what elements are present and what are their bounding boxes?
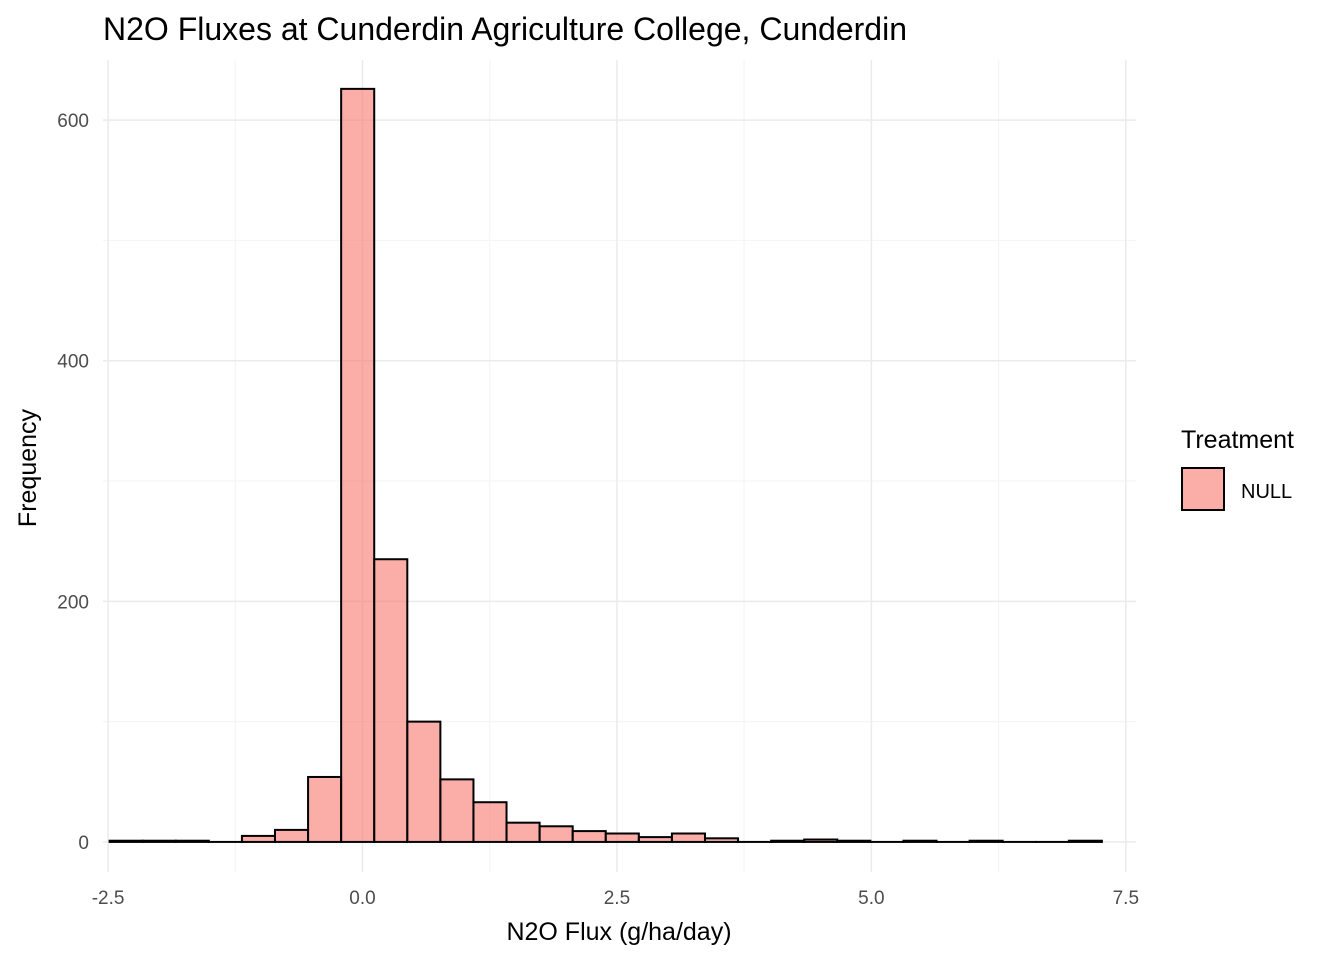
- histogram-bar: [141, 839, 177, 843]
- histogram-bar: [637, 836, 673, 843]
- histogram-bar: [108, 839, 144, 843]
- x-tick-label: 7.5: [1113, 888, 1139, 909]
- histogram-bar: [439, 778, 475, 843]
- histogram-bar: [406, 720, 442, 843]
- y-axis-title: Frequency: [14, 408, 42, 527]
- legend-key-null: [1181, 467, 1225, 511]
- y-axis-tick-labels: 0 200 400 600: [57, 111, 89, 854]
- histogram-bar: [571, 830, 607, 843]
- chart-title: N2O Fluxes at Cunderdin Agriculture Coll…: [103, 11, 907, 47]
- legend-label-null: NULL: [1241, 481, 1292, 503]
- histogram-bar: [340, 87, 376, 843]
- y-tick-label: 400: [57, 352, 89, 373]
- y-tick-label: 200: [57, 592, 89, 613]
- x-tick-label: 5.0: [858, 888, 884, 909]
- y-tick-label: 0: [78, 833, 89, 854]
- histogram-bar: [240, 834, 276, 843]
- histogram-bar: [174, 839, 210, 843]
- x-tick-label: 0.0: [349, 888, 375, 909]
- histogram-bar: [703, 837, 740, 843]
- legend-title: Treatment: [1181, 426, 1294, 454]
- histogram-bar: [538, 825, 574, 843]
- histogram-bar: [604, 832, 640, 843]
- legend: Treatment NULL: [1181, 426, 1294, 511]
- histogram-bar: [505, 821, 541, 843]
- histogram-bar: [670, 832, 706, 843]
- histogram-bar: [968, 839, 1004, 843]
- histogram-bar: [273, 828, 310, 843]
- histogram-bar: [472, 801, 508, 843]
- histogram-bar: [902, 839, 938, 843]
- histogram-bar: [770, 839, 806, 843]
- x-tick-label: 2.5: [604, 888, 630, 909]
- histogram-bars: [108, 87, 1103, 843]
- minor-gridlines: [103, 60, 1136, 872]
- histogram-bar: [803, 838, 839, 843]
- x-axis-title: N2O Flux (g/ha/day): [506, 918, 731, 946]
- x-tick-label: -2.5: [92, 888, 125, 909]
- histogram-bar: [307, 775, 343, 843]
- histogram-bar: [836, 839, 872, 843]
- y-tick-label: 600: [57, 111, 89, 132]
- histogram-bar: [373, 558, 409, 843]
- histogram-bar: [1067, 839, 1103, 843]
- x-axis-tick-labels: -2.5 0.0 2.5 5.0 7.5: [92, 888, 1139, 909]
